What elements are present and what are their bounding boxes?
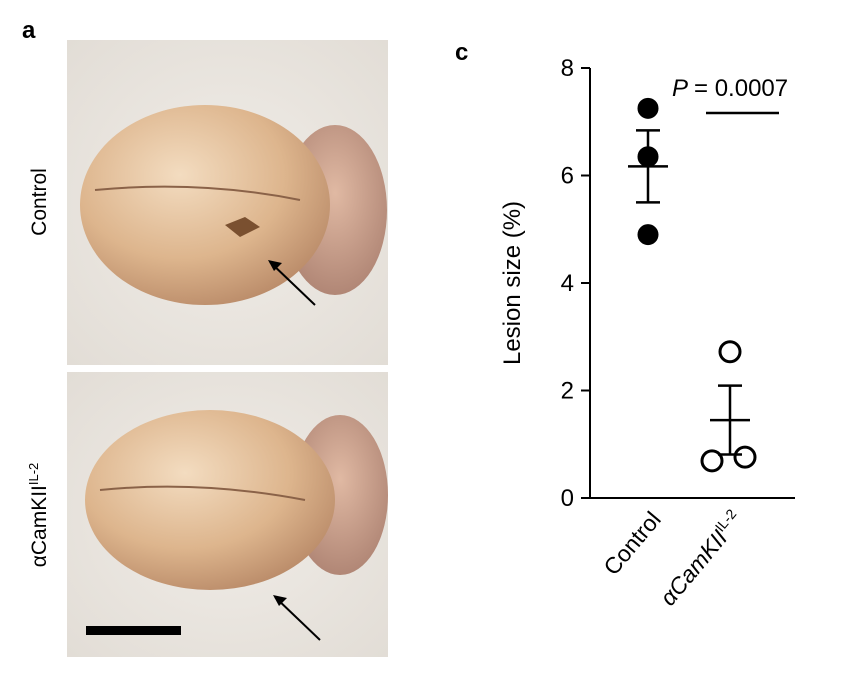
x-tick-label: αCamKIIIL-2 [654, 506, 748, 611]
photo-control [67, 40, 388, 365]
row-label-sup: IL-2 [26, 463, 41, 485]
x-tick-label-main: αCamKII [655, 525, 733, 611]
annotation: P = 0.0007 [672, 75, 788, 102]
y-tick-label: 6 [561, 163, 574, 190]
scale-bar [86, 626, 181, 635]
row-label-main: αCamKII [28, 485, 51, 567]
data-point [637, 97, 659, 119]
photo-treated [67, 372, 388, 657]
data-point [718, 340, 742, 364]
annotation-text: = 0.0007 [694, 75, 788, 102]
panel-label: a [22, 17, 36, 44]
y-tick-label: 8 [561, 55, 574, 82]
row-label: Control [28, 168, 51, 236]
data-point [637, 224, 659, 246]
y-tick-label: 0 [561, 485, 574, 512]
y-tick-label: 4 [561, 270, 574, 297]
data-point [733, 445, 757, 469]
row-label: αCamKIIIL-2 [26, 463, 51, 568]
y-axis-label: Lesion size (%) [499, 201, 526, 365]
y-tick-label: 2 [561, 378, 574, 405]
panel-label: c [455, 39, 468, 66]
x-tick-label-main: Control [598, 507, 666, 581]
x-tick-label: Control [598, 507, 666, 581]
annotation-italic: P [672, 75, 688, 102]
data-point [700, 449, 724, 473]
